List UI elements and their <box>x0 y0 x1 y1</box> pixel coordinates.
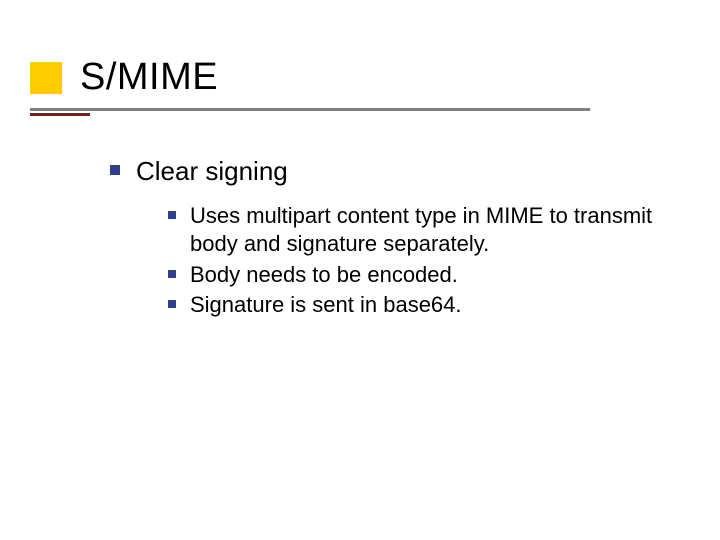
slide: S/MIME Clear signing Uses multipart cont… <box>0 0 720 540</box>
slide-title: S/MIME <box>80 56 218 99</box>
title-underline-gray <box>30 108 590 111</box>
square-bullet-icon <box>110 165 120 175</box>
list-item: Clear signing <box>110 155 660 188</box>
list-item: Signature is sent in base64. <box>168 291 660 320</box>
square-bullet-icon <box>168 300 176 308</box>
list-item-label: Uses multipart content type in MIME to t… <box>190 202 660 259</box>
list-item: Body needs to be encoded. <box>168 261 660 290</box>
list-item-label: Clear signing <box>136 155 288 188</box>
list-item-label: Body needs to be encoded. <box>190 261 458 290</box>
square-bullet-icon <box>168 211 176 219</box>
square-bullet-icon <box>168 270 176 278</box>
list-item: Uses multipart content type in MIME to t… <box>168 202 660 259</box>
list-item-label: Signature is sent in base64. <box>190 291 462 320</box>
title-yellow-accent <box>30 62 62 94</box>
sublist: Uses multipart content type in MIME to t… <box>168 202 660 320</box>
title-underline-maroon <box>30 113 90 116</box>
slide-body: Clear signing Uses multipart content typ… <box>110 155 660 322</box>
